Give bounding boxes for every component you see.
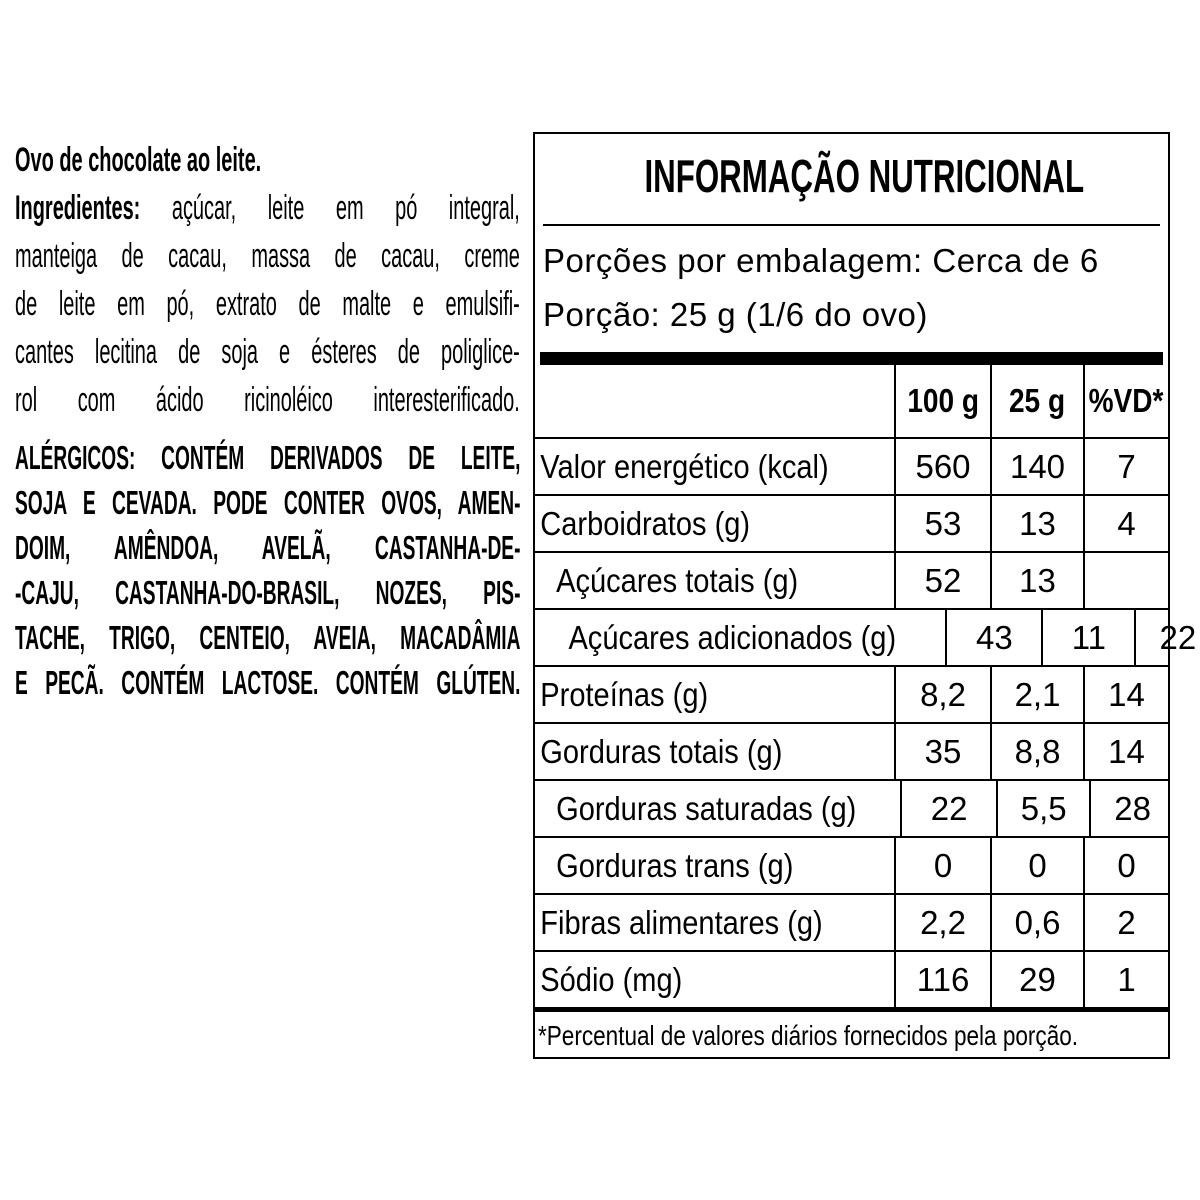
servings-per-package: Porções por embalagem: Cerca de 6 bbox=[543, 242, 1099, 279]
value-25g: 0 bbox=[990, 838, 1083, 893]
allergen-line: TACHE, TRIGO, CENTEIO, AVEIA, MACADÂMIA bbox=[15, 619, 521, 656]
value-100g: 8,2 bbox=[894, 667, 990, 722]
value-25g: 11 bbox=[1041, 610, 1134, 665]
table-row: Açúcares totais (g) 52 13 bbox=[535, 551, 1168, 608]
value-25g: 0,6 bbox=[990, 895, 1083, 950]
value-25g: 140 bbox=[990, 439, 1083, 494]
header-col-100g: 100 g bbox=[894, 365, 990, 437]
nutrient-label: Açúcares totais (g) bbox=[556, 561, 799, 599]
table-row: Sódio (mg) 116 29 1 bbox=[535, 950, 1168, 1007]
value-vd: 14 bbox=[1083, 667, 1168, 722]
nutrient-label: Gorduras saturadas (g) bbox=[556, 789, 857, 827]
value-100g: 53 bbox=[894, 496, 990, 551]
table-row: Carboidratos (g) 53 13 4 bbox=[535, 494, 1168, 551]
table-row: Açúcares adicionados (g) 43 11 22 bbox=[535, 608, 1196, 665]
ingredients-panel: Ovo de chocolate ao leite. Ingredientes:… bbox=[15, 136, 525, 705]
portion-size: Porção: 25 g (1/6 do ovo) bbox=[543, 296, 928, 333]
allergen-line: ALÉRGICOS: CONTÉM DERIVADOS DE LEITE, bbox=[15, 439, 521, 476]
nutrient-label: Valor energético (kcal) bbox=[540, 447, 829, 485]
table-row: Fibras alimentares (g) 2,2 0,6 2 bbox=[535, 893, 1168, 950]
nutrient-label: Sódio (mg) bbox=[540, 960, 683, 998]
value-vd bbox=[1083, 553, 1168, 608]
title-divider bbox=[543, 224, 1160, 226]
value-100g: 2,2 bbox=[894, 895, 990, 950]
value-25g: 2,1 bbox=[990, 667, 1083, 722]
value-100g: 43 bbox=[945, 610, 1041, 665]
nutrition-facts-box: INFORMAÇÃO NUTRICIONAL Porções por embal… bbox=[533, 132, 1196, 1059]
table-header-row: 100 g 25 g %VD* bbox=[535, 365, 1168, 437]
ingredients-line: Ingredientes: açúcar, leite em pó integr… bbox=[15, 184, 520, 232]
value-25g: 5,5 bbox=[996, 781, 1089, 836]
ingredients-line: de leite em pó, extrato de malte e emuls… bbox=[15, 285, 520, 323]
value-vd: 7 bbox=[1083, 439, 1168, 494]
allergen-line: DOIM, AMÊNDOA, AVELÃ, CASTANHA-DE- bbox=[15, 529, 521, 566]
nutrient-label: Carboidratos (g) bbox=[540, 504, 751, 542]
ingredients-text: açúcar, leite em pó integral, bbox=[171, 189, 520, 227]
value-vd: 2 bbox=[1083, 895, 1168, 950]
value-vd: 22 bbox=[1134, 610, 1200, 665]
value-25g: 8,8 bbox=[990, 724, 1083, 779]
table-row: Gorduras saturadas (g) 22 5,5 28 bbox=[535, 779, 1168, 836]
nutrient-label: Gorduras totais (g) bbox=[540, 732, 783, 770]
allergen-line: SOJA E CEVADA. PODE CONTER OVOS, AMEN- bbox=[15, 484, 521, 521]
nutrient-label: Proteínas (g) bbox=[540, 675, 709, 713]
value-vd: 1 bbox=[1083, 952, 1168, 1007]
thick-divider-top bbox=[540, 352, 1163, 365]
serving-info: Porções por embalagem: Cerca de 6 Porção… bbox=[543, 234, 1162, 342]
value-100g: 52 bbox=[894, 553, 990, 608]
thick-divider-bottom bbox=[535, 1007, 1168, 1012]
footnote: *Percentual de valores diários fornecido… bbox=[538, 1020, 1079, 1051]
value-100g: 35 bbox=[894, 724, 990, 779]
nutrient-label: Gorduras trans (g) bbox=[556, 846, 794, 884]
ingredients-label: Ingredientes: bbox=[15, 189, 141, 227]
header-empty-cell bbox=[535, 365, 894, 437]
table-row: Proteínas (g) 8,2 2,1 14 bbox=[535, 665, 1168, 722]
nutrient-label: Açúcares adicionados (g) bbox=[568, 618, 897, 656]
product-title: Ovo de chocolate ao leite. bbox=[15, 141, 262, 179]
ingredients-line: rol com ácido ricinoléico interesterific… bbox=[15, 381, 520, 419]
value-25g: 13 bbox=[990, 496, 1083, 551]
value-100g: 0 bbox=[894, 838, 990, 893]
table-row: Valor energético (kcal) 560 140 7 bbox=[535, 437, 1168, 494]
ingredients-line: manteiga de cacau, massa de cacau, creme bbox=[15, 237, 520, 275]
value-vd: 28 bbox=[1089, 781, 1174, 836]
allergen-paragraph: ALÉRGICOS: CONTÉM DERIVADOS DE LEITE, SO… bbox=[15, 435, 520, 705]
value-25g: 13 bbox=[990, 553, 1083, 608]
nutrient-label: Fibras alimentares (g) bbox=[540, 903, 823, 941]
allergen-line: -CAJU, CASTANHA-DO-BRASIL, NOZES, PIS- bbox=[15, 574, 521, 611]
value-100g: 22 bbox=[900, 781, 996, 836]
value-vd: 14 bbox=[1083, 724, 1168, 779]
value-25g: 29 bbox=[990, 952, 1083, 1007]
ingredients-paragraph: Ovo de chocolate ao leite. Ingredientes:… bbox=[15, 136, 520, 424]
allergen-line: E PECÃ. CONTÉM LACTOSE. CONTÉM GLÚTEN. bbox=[15, 664, 521, 701]
value-100g: 560 bbox=[894, 439, 990, 494]
ingredients-line: cantes lecitina de soja e ésteres de pol… bbox=[15, 333, 520, 371]
value-vd: 4 bbox=[1083, 496, 1168, 551]
value-100g: 116 bbox=[894, 952, 990, 1007]
header-col-25g: 25 g bbox=[990, 365, 1083, 437]
header-col-vd: %VD* bbox=[1083, 365, 1168, 437]
table-row: Gorduras trans (g) 0 0 0 bbox=[535, 836, 1168, 893]
nutrition-facts-title: INFORMAÇÃO NUTRICIONAL bbox=[644, 150, 1085, 202]
value-vd: 0 bbox=[1083, 838, 1168, 893]
table-row: Gorduras totais (g) 35 8,8 14 bbox=[535, 722, 1168, 779]
